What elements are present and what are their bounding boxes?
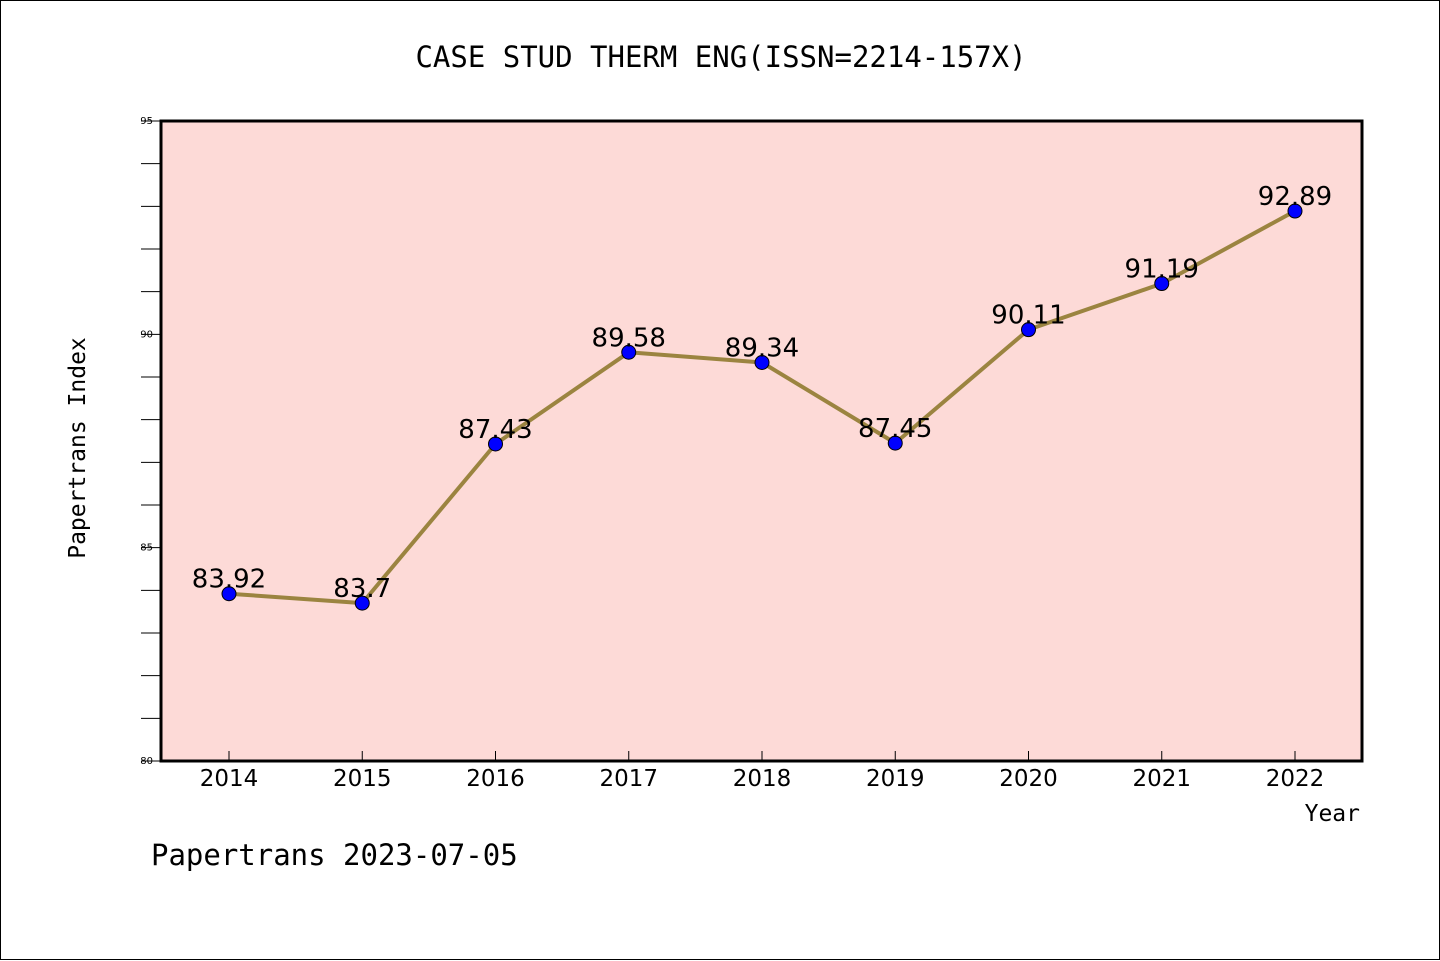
- data-value-label: 87.43: [458, 415, 532, 445]
- data-labels-group: 83.92 83.7 87.43 89.58 89.34 87.45 90.11 91.19 9…: [192, 182, 1332, 604]
- data-point: [621, 344, 637, 360]
- x-tick-label: 2021: [1132, 766, 1191, 792]
- plot-area: [161, 121, 1362, 761]
- data-point: [221, 586, 237, 602]
- y-tick-label: 85: [140, 543, 153, 554]
- y-axis-ticks: 80 85 90 95: [140, 116, 153, 767]
- x-tick-label: 2017: [599, 766, 658, 792]
- series-markers-group: [221, 203, 1303, 611]
- data-value-label: 90.11: [991, 301, 1065, 331]
- x-tick-label: 2018: [733, 766, 792, 792]
- footer-date-note: Papertrans 2023-07-05: [151, 838, 518, 872]
- plot-border: [159, 119, 1364, 763]
- data-value-label: 92.89: [1258, 182, 1332, 212]
- data-point: [887, 435, 903, 451]
- data-value-label: 83.7: [333, 574, 391, 604]
- data-point: [754, 354, 770, 370]
- data-value-label: 91.19: [1125, 255, 1199, 285]
- y-axis-minor-ticks: [141, 120, 161, 762]
- data-value-label: 83.92: [192, 565, 266, 595]
- data-value-label: 89.34: [725, 333, 799, 363]
- chart-title: CASE STUD THERM ENG(ISSN=2214-157X): [415, 40, 1026, 74]
- data-point: [354, 595, 370, 611]
- y-tick-label: 80: [140, 756, 153, 767]
- data-point: [488, 436, 503, 452]
- y-tick-label: 90: [140, 329, 153, 340]
- x-tick-label: 2015: [333, 766, 392, 792]
- x-tick-label: 2022: [1266, 766, 1325, 792]
- x-tick-label: 2019: [866, 766, 925, 792]
- x-tick-label: 2014: [200, 766, 259, 792]
- data-value-label: 87.45: [858, 414, 932, 444]
- x-axis-ticks: 2014 2015 2016 2017 2018 2019 2020 2021 2022: [200, 751, 1325, 792]
- y-axis-label: Papertrans Index: [65, 337, 91, 559]
- data-value-label: 89.58: [592, 323, 666, 353]
- x-tick-label: 2016: [466, 766, 525, 792]
- data-point: [1021, 322, 1036, 338]
- data-point: [1287, 203, 1303, 219]
- y-tick-label: 95: [140, 116, 153, 127]
- data-point: [1154, 276, 1170, 292]
- x-axis-label: Year: [1305, 801, 1360, 827]
- x-tick-label: 2020: [999, 766, 1058, 792]
